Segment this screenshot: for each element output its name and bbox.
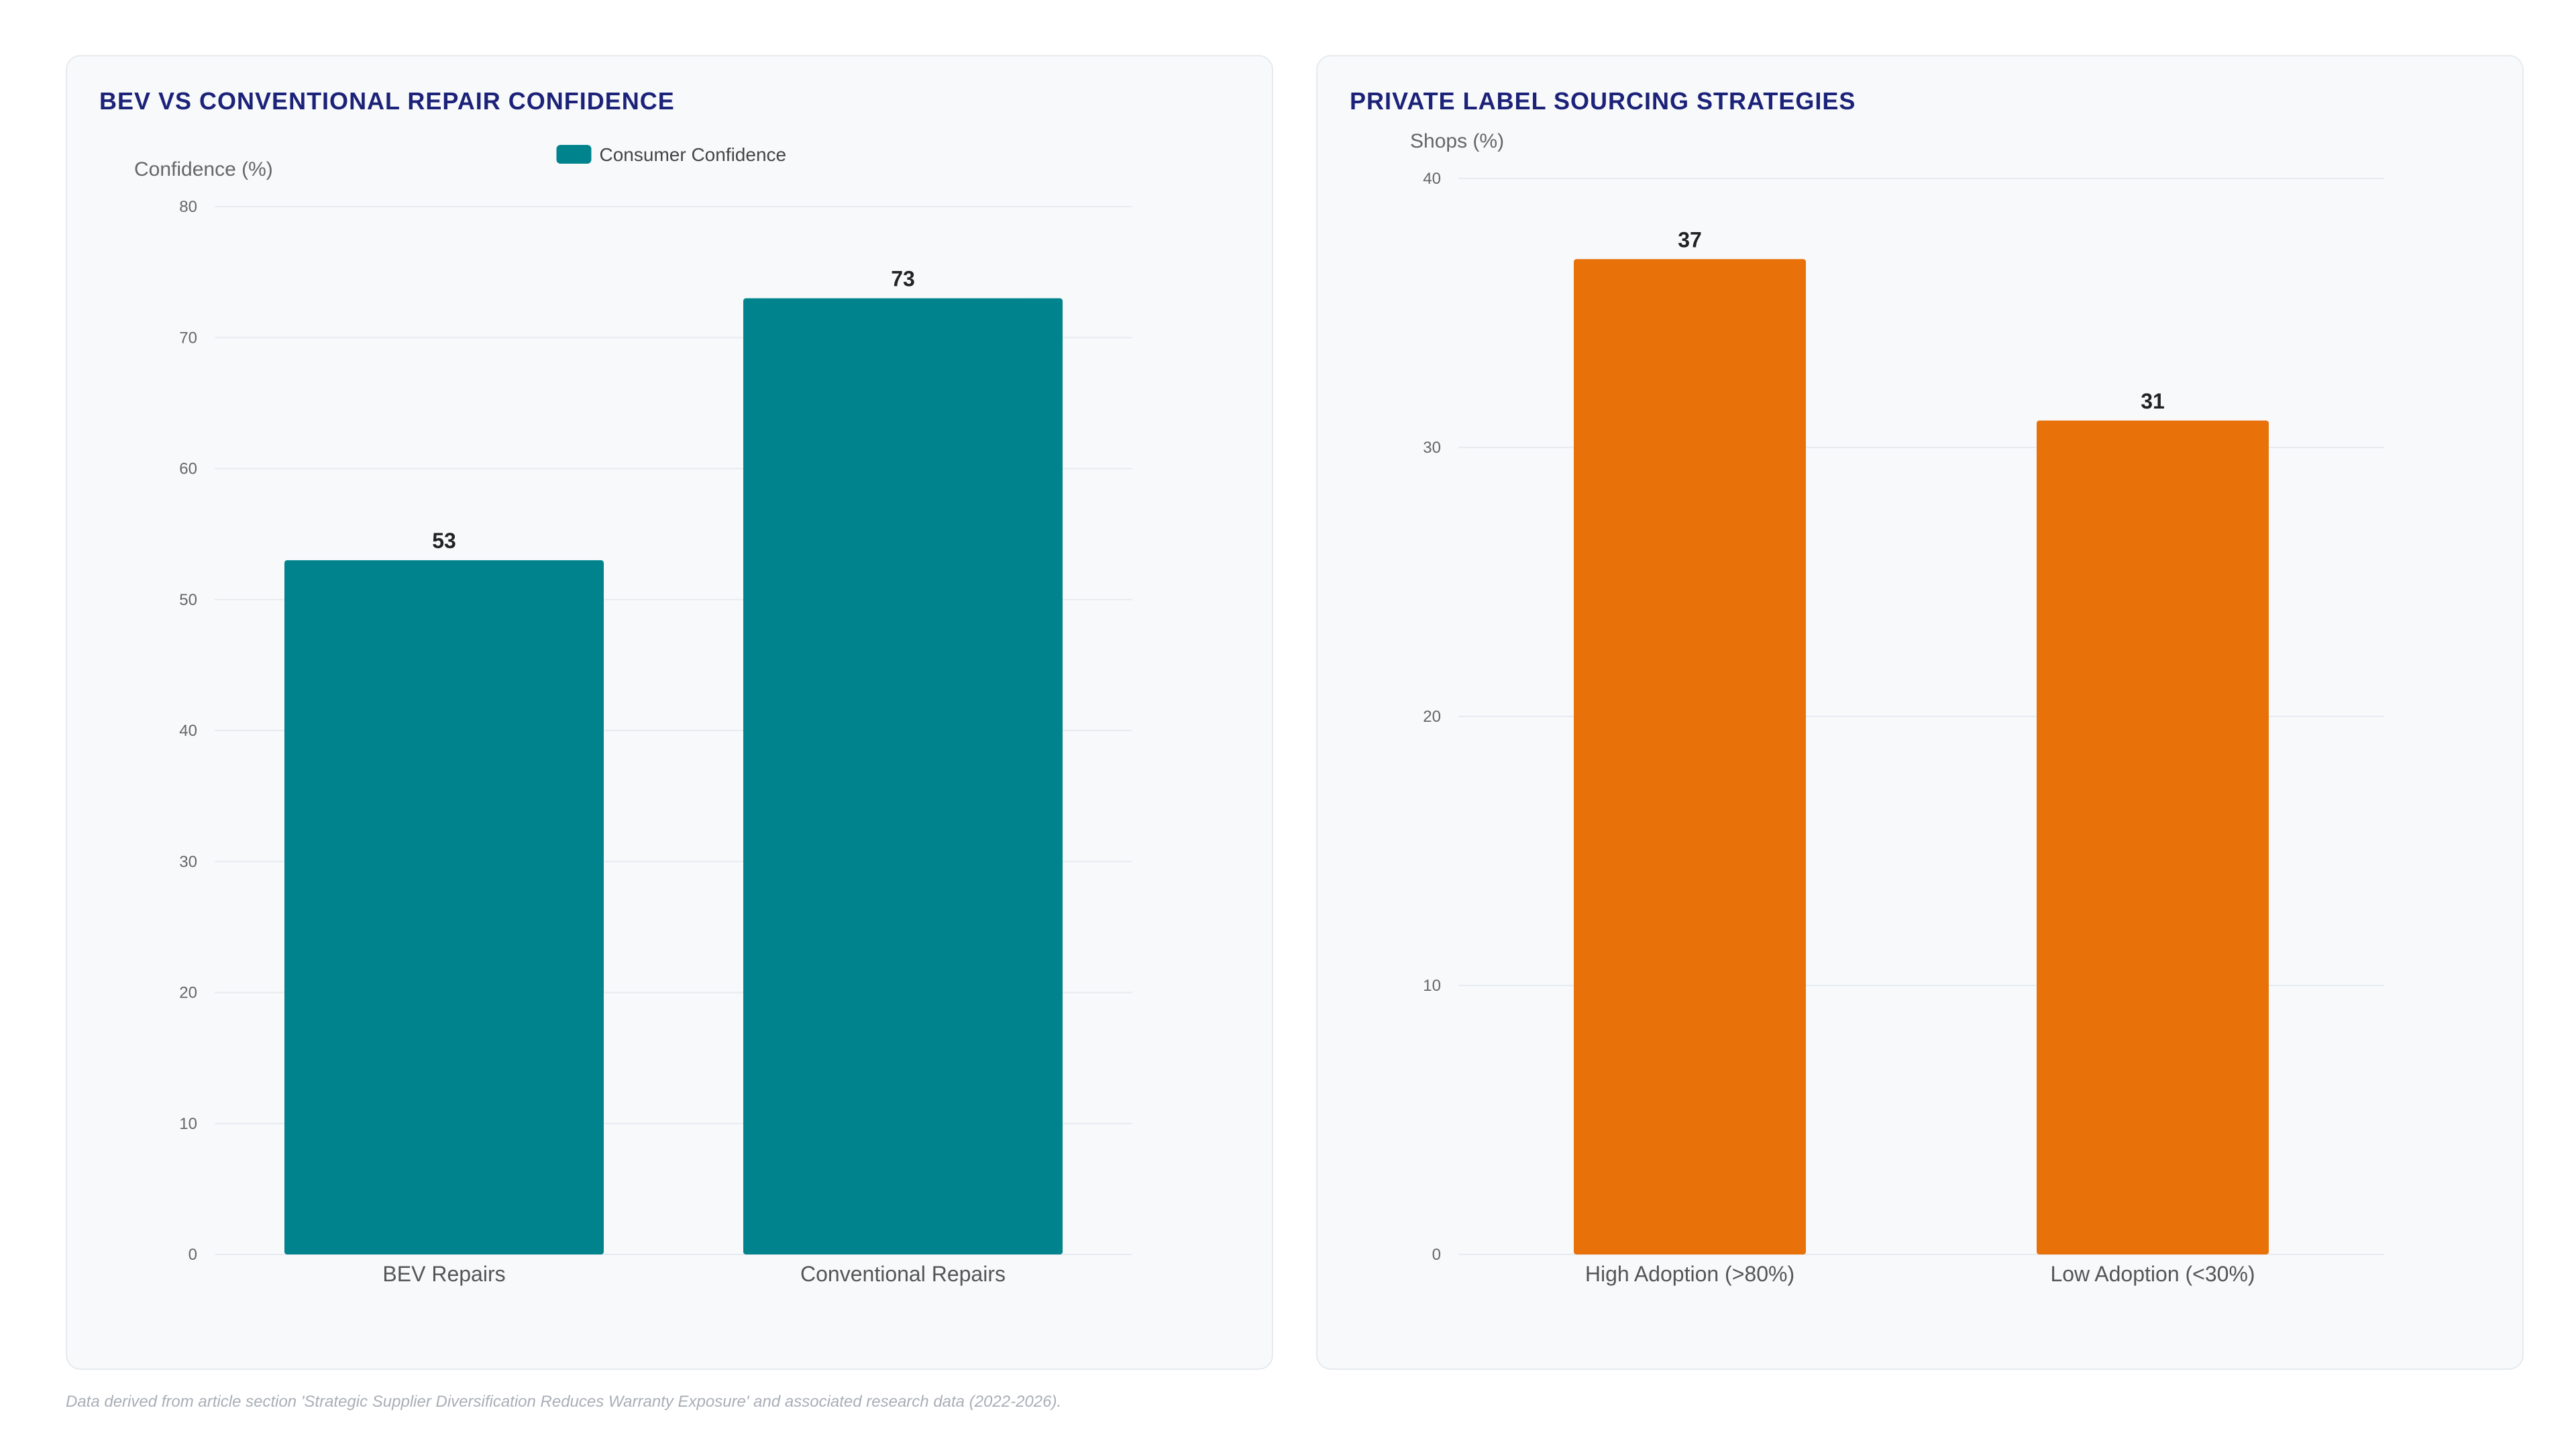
data-label: 53 [432,529,456,553]
chart-panel-private-label-sourcing: PRIVATE LABEL SOURCING STRATEGIES 0 10 20 3… [1316,55,2524,1370]
y-tick-label: 10 [1423,977,1441,995]
chart-title: BEV VS CONVENTIONAL REPAIR CONFIDENCE [99,87,675,115]
data-label: 37 [1678,227,1702,252]
y-tick-label: 40 [1423,170,1441,188]
bar-2 [743,298,1063,1254]
x-category-label: High Adoption (>80%) [1585,1262,1794,1286]
y-tick-label: 30 [179,853,197,871]
y-tick-label: 80 [179,198,197,216]
data-label: 31 [2141,389,2165,413]
y-tick-label: 0 [189,1246,197,1264]
bar-1 [284,560,604,1254]
bar-2 [2037,420,2269,1254]
y-tick-label: 60 [179,460,197,478]
y-tick-label: 40 [179,722,197,740]
y-tick-label: 10 [179,1115,197,1133]
legend-label: Consumer Confidence [600,144,787,165]
y-tick-label: 0 [1432,1246,1441,1264]
y-tick-label: 20 [179,984,197,1002]
y-axis-title: Shops (%) [1410,130,1504,152]
y-tick-label: 70 [179,329,197,347]
y-tick-label: 30 [1423,439,1441,457]
y-axis-title: Confidence (%) [134,158,273,180]
chart-panel-repair-confidence: BEV VS CONVENTIONAL REPAIR CONFIDENCE 0 1… [66,55,1273,1370]
legend-swatch [556,145,592,164]
chart-svg-private-label-sourcing: 0 10 20 30 40 Shops (%) 37 High Adoption (>80%)… [1410,130,2384,1286]
bar-1 [1574,259,1806,1254]
data-label: 73 [891,267,915,291]
y-tick-label: 50 [179,591,197,609]
chart-title: PRIVATE LABEL SOURCING STRATEGIES [1350,87,1856,115]
x-category-label: Low Adoption (<30%) [2050,1262,2255,1286]
x-category-label: BEV Repairs [382,1262,505,1286]
chart-svg-repair-confidence: 0 10 20 30 40 50 60 70 80 Confidence (%) 53 BEV Rep… [134,144,1132,1286]
x-category-label: Conventional Repairs [800,1262,1006,1286]
footnote: Data derived from article section 'Strat… [66,1393,1062,1411]
y-tick-label: 20 [1423,708,1441,726]
